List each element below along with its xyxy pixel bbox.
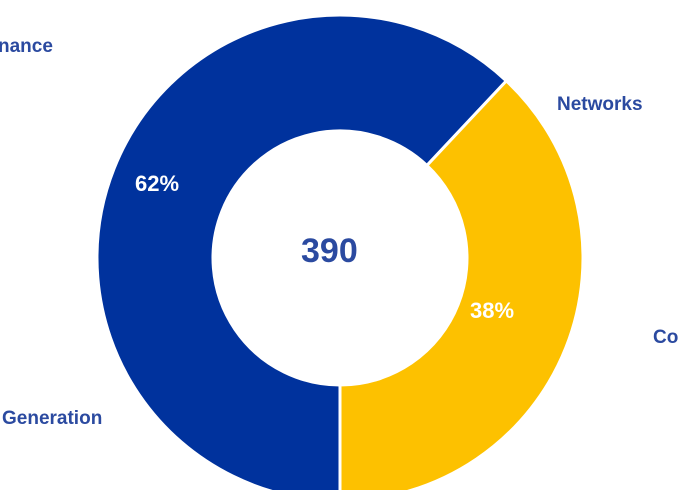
label-generation: Generation — [2, 408, 103, 429]
total-center-label: 390 — [301, 232, 358, 270]
donut-segment-generation — [95, 13, 509, 490]
label-cut-right: Co — [653, 327, 679, 348]
label-finance-cut: nance — [0, 36, 53, 57]
donut-segment-networks — [338, 78, 585, 490]
generation-percent-label: 62% — [135, 171, 180, 196]
networks-percent-label: 38% — [470, 298, 515, 323]
label-networks: Networks — [557, 94, 643, 115]
donut-segments — [95, 13, 585, 490]
